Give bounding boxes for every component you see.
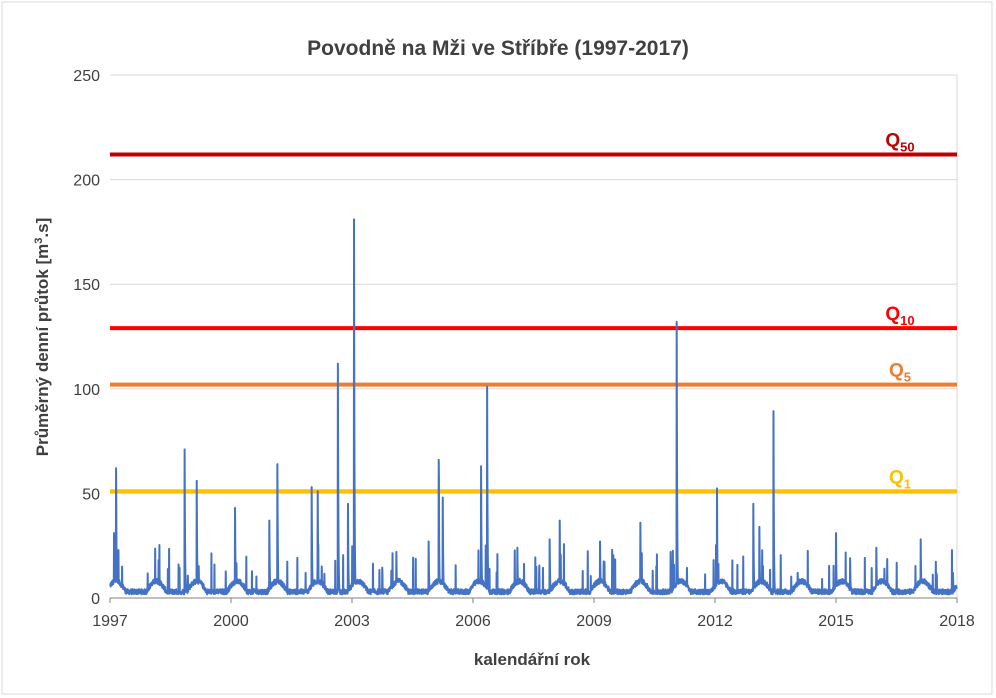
flow-peak-point-2 [183,448,186,451]
threshold-layer: Q50 Q10 Q5 Q1 [110,130,957,494]
flow-peak-point-4 [195,480,198,482]
threshold-label-q1: Q1 [889,467,911,491]
chart-title: Povodně na Mži ve Stříbře (1997-2017) [307,37,689,60]
threshold-label-q5: Q5 [889,361,911,385]
flow-peak-point-1 [113,532,115,534]
flow-peak-point-24 [639,521,642,524]
flow-peak-point-5 [234,507,236,509]
y-tick-label: 0 [91,591,100,608]
flow-peak-point-18 [486,385,488,388]
flow-peak-point-6 [268,519,271,522]
flow-peak-point-23 [611,549,613,551]
flow-peak-point-28 [752,503,755,505]
flow-peak-point-0 [115,467,117,470]
flow-peak-point-15 [437,459,440,461]
flow-peak-point-13 [395,551,398,553]
x-tick-label: 2000 [213,613,249,630]
flow-peak-point-22 [599,540,601,543]
y-tick-label: 250 [73,68,100,85]
x-tick-label: 2015 [818,613,854,630]
flow-peak-point-27 [716,507,718,509]
flow-peak-point-37 [952,572,954,574]
y-axis-label: Průměrný denní průtok [m3.s] [33,218,52,457]
flow-peak-point-35 [883,567,886,570]
flow-peak-point-34 [875,546,878,549]
threshold-label-q10: Q10 [885,304,914,328]
flow-peak-point-19 [516,546,519,549]
y-axis-label-sup: 3 [33,238,45,244]
y-axis-label-end: .s] [33,218,52,238]
flow-peak-point-9 [316,490,319,493]
flow-peak-point-26 [675,321,678,323]
threshold-label-q50: Q50 [885,130,914,154]
flow-peak-point-31 [796,572,799,574]
flow-peak-point-29 [758,526,761,528]
flow-peak-point-11 [347,503,349,505]
flow-peak-point-14 [427,540,430,543]
flow-peak-point-12 [353,218,355,221]
flow-peak-point-10 [337,362,339,365]
flow-peak-point-16 [441,496,444,499]
flow-peak-point-25 [669,551,672,553]
x-tick-label: 2012 [697,613,733,630]
flow-peak-point-33 [849,557,851,560]
flow-peak-point-7 [276,463,279,465]
flow-peak-point-30 [772,429,775,432]
x-tick-label: 2006 [455,613,491,630]
flow-peak-point-20 [548,538,551,541]
axis-layer: 0 50 100 150 200 250 1997 2000 2003 2006 2009 2012 2… [73,68,975,630]
flow-peak-point-3 [177,563,180,566]
y-axis-label-main: Průměrný denní průtok [m [33,244,52,457]
x-tick-label: 2009 [576,613,612,630]
x-axis-label: kalendářní rok [474,650,591,669]
series-layer [109,218,958,596]
flow-series-line [109,218,958,596]
flow-peak-point-8 [310,486,313,488]
x-tick-label: 2003 [334,613,370,630]
y-tick-label: 100 [73,382,100,399]
y-tick-label: 50 [82,486,100,503]
y-tick-label: 200 [73,173,100,190]
flow-peak-point-32 [835,532,837,534]
x-tick-label: 1997 [92,613,128,630]
flow-peak-point-17 [480,465,482,468]
x-tick-label: 2018 [939,613,975,630]
flow-peak-point-21 [558,519,561,522]
y-tick-label: 150 [73,277,100,294]
flow-peak-point-36 [919,538,922,541]
